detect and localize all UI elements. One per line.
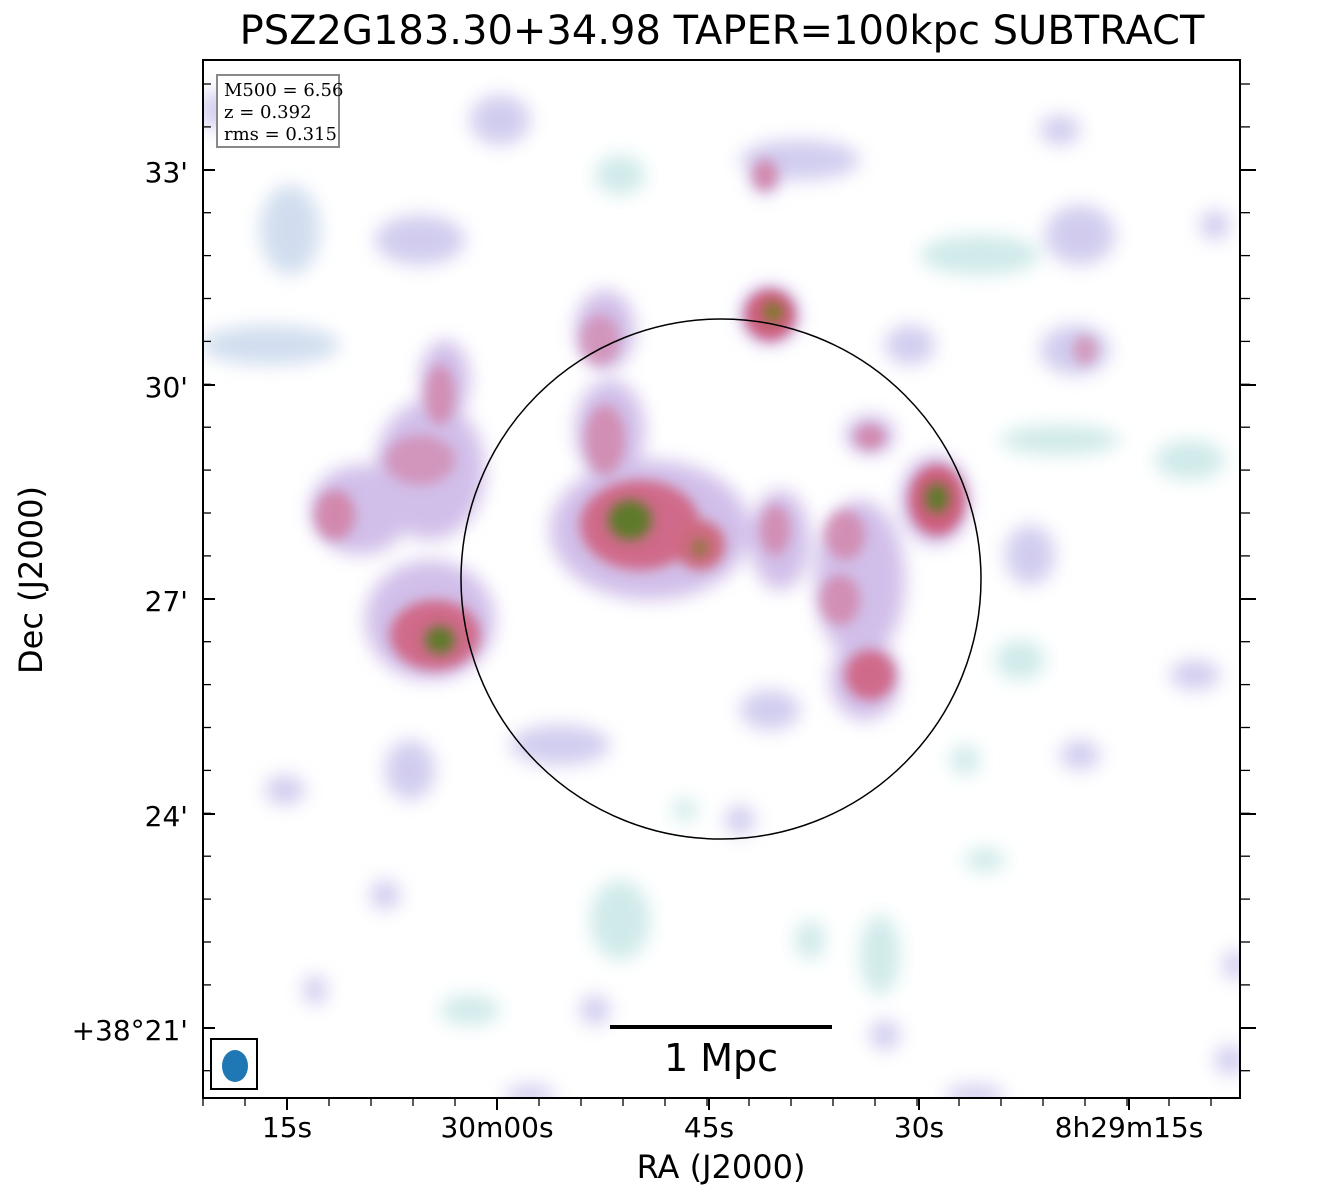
m500-text: M500 = 6.56 [224, 80, 344, 101]
ytick-label: 33' [145, 156, 188, 189]
xtick-label: 15s [262, 1111, 312, 1144]
xtick-label: 45s [684, 1111, 734, 1144]
scale-bar-label: 1 Mpc [663, 1036, 779, 1080]
ytick-label: 24' [145, 800, 188, 833]
x-minor-ticks [202, 1098, 1212, 1106]
beam-ellipse-icon [222, 1050, 248, 1082]
y-major-ticks [203, 169, 1256, 1029]
rms-text: rms = 0.315 [224, 124, 337, 145]
y-axis-label: Dec (J2000) [12, 486, 50, 674]
xtick-label: 30m00s [440, 1111, 553, 1144]
xtick-label: 30s [894, 1111, 944, 1144]
ytick-label: 30' [145, 371, 188, 404]
plot-title: PSZ2G183.30+34.98 TAPER=100kpc SUBTRACT [239, 8, 1205, 54]
redshift-text: z = 0.392 [224, 102, 312, 123]
ytick-label: +38°21' [72, 1014, 188, 1047]
plot-frame [202, 59, 1241, 1099]
emission-map [203, 90, 1240, 1098]
y-minor-ticks [203, 83, 1250, 1072]
x-axis-label: RA (J2000) [637, 1148, 806, 1186]
info-box: M500 = 6.56 z = 0.392 rms = 0.315 [216, 74, 344, 148]
r500-circle [460, 318, 982, 840]
beam-box [210, 1038, 258, 1090]
xtick-label: 8h29m15s [1055, 1111, 1204, 1144]
ytick-label: 27' [145, 585, 188, 618]
